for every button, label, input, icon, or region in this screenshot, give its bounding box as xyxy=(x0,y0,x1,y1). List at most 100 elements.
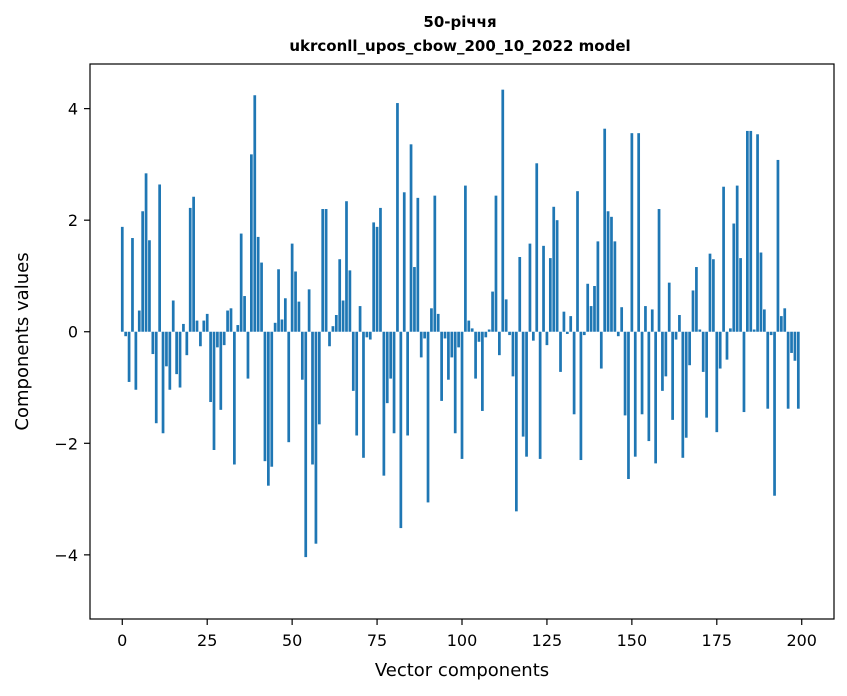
bar-100 xyxy=(460,331,464,459)
bar-101 xyxy=(464,185,467,332)
bar-175 xyxy=(715,331,719,433)
bar-3 xyxy=(131,238,134,332)
bar-89 xyxy=(423,331,426,339)
bar-15 xyxy=(171,300,175,332)
bar-81 xyxy=(396,103,399,332)
bar-20 xyxy=(188,207,192,332)
x-tick-label: 25 xyxy=(197,631,217,650)
bar-182 xyxy=(739,258,742,332)
bar-9 xyxy=(151,331,155,355)
bar-119 xyxy=(525,331,528,457)
bar-199 xyxy=(796,331,800,409)
bar-56 xyxy=(311,331,314,465)
bar-79 xyxy=(389,331,393,379)
bar-95 xyxy=(443,331,447,339)
bar-123 xyxy=(538,331,542,459)
bar-6 xyxy=(141,211,145,332)
bar-177 xyxy=(722,186,725,332)
bar-96 xyxy=(447,331,450,380)
bar-115 xyxy=(511,331,515,377)
bar-43 xyxy=(267,331,270,486)
bar-170 xyxy=(698,329,702,332)
y-tick-label: 4 xyxy=(68,100,78,119)
bar-62 xyxy=(331,326,335,332)
bar-168 xyxy=(691,290,695,332)
bar-104 xyxy=(474,331,477,379)
bar-183 xyxy=(742,331,746,413)
bar-173 xyxy=(708,253,712,332)
bar-33 xyxy=(233,331,236,465)
bar-112 xyxy=(501,89,505,332)
x-tick-label: 100 xyxy=(447,631,478,650)
bar-147 xyxy=(620,307,624,332)
bar-127 xyxy=(552,206,556,332)
bar-135 xyxy=(579,331,583,461)
bar-149 xyxy=(627,331,630,479)
bar-49 xyxy=(287,331,291,443)
bar-163 xyxy=(674,331,678,340)
x-axis-label: Vector components xyxy=(375,660,549,681)
bar-27 xyxy=(212,331,216,450)
bar-14 xyxy=(168,331,172,390)
bar-120 xyxy=(528,243,532,332)
bar-166 xyxy=(684,331,688,438)
chart-title: 50-річчя xyxy=(423,13,496,31)
bar-36 xyxy=(243,296,246,332)
bar-151 xyxy=(633,331,637,457)
bar-45 xyxy=(273,322,277,332)
bar-138 xyxy=(589,306,593,332)
bar-194 xyxy=(779,316,783,332)
bar-186 xyxy=(752,329,756,332)
bar-122 xyxy=(535,163,539,332)
bar-60 xyxy=(324,209,328,332)
bar-86 xyxy=(413,267,416,332)
bar-74 xyxy=(372,222,376,332)
bar-113 xyxy=(504,299,508,332)
bar-155 xyxy=(647,331,651,442)
bar-57 xyxy=(314,331,318,544)
bar-150 xyxy=(630,133,634,332)
bar-142 xyxy=(603,128,607,332)
bar-19 xyxy=(185,331,189,356)
bar-156 xyxy=(650,309,654,332)
bar-82 xyxy=(399,331,403,529)
bar-180 xyxy=(732,223,736,332)
bar-169 xyxy=(695,267,698,332)
bar-88 xyxy=(419,331,423,358)
bar-42 xyxy=(263,331,267,462)
bar-196 xyxy=(786,331,790,409)
bar-66 xyxy=(345,201,348,332)
bar-16 xyxy=(175,331,178,375)
bar-172 xyxy=(705,331,708,418)
bar-87 xyxy=(416,197,420,332)
bar-84 xyxy=(406,331,409,436)
bar-133 xyxy=(572,331,576,415)
bar-188 xyxy=(759,252,763,332)
bar-47 xyxy=(280,319,284,332)
y-tick-label: −4 xyxy=(54,546,78,565)
bar-1 xyxy=(124,331,128,337)
bar-181 xyxy=(735,185,739,332)
bar-192 xyxy=(773,331,776,496)
bar-7 xyxy=(144,173,148,332)
y-axis: −4 −2 0 2 4 xyxy=(54,100,90,565)
bar-46 xyxy=(277,269,280,332)
bar-102 xyxy=(467,320,471,332)
bar-73 xyxy=(368,331,372,340)
bar-4 xyxy=(134,331,138,390)
x-tick-label: 175 xyxy=(702,631,733,650)
bar-0 xyxy=(120,226,124,332)
bar-51 xyxy=(294,271,297,332)
bar-158 xyxy=(657,209,661,332)
bar-54 xyxy=(304,331,308,558)
bar-85 xyxy=(409,144,413,332)
bar-13 xyxy=(165,331,168,367)
bar-40 xyxy=(256,236,260,332)
bar-71 xyxy=(362,331,365,458)
bar-178 xyxy=(725,331,729,360)
bar-97 xyxy=(450,331,454,358)
bar-129 xyxy=(559,331,562,372)
bar-187 xyxy=(756,134,759,332)
bar-80 xyxy=(392,331,396,434)
bar-154 xyxy=(644,306,647,332)
